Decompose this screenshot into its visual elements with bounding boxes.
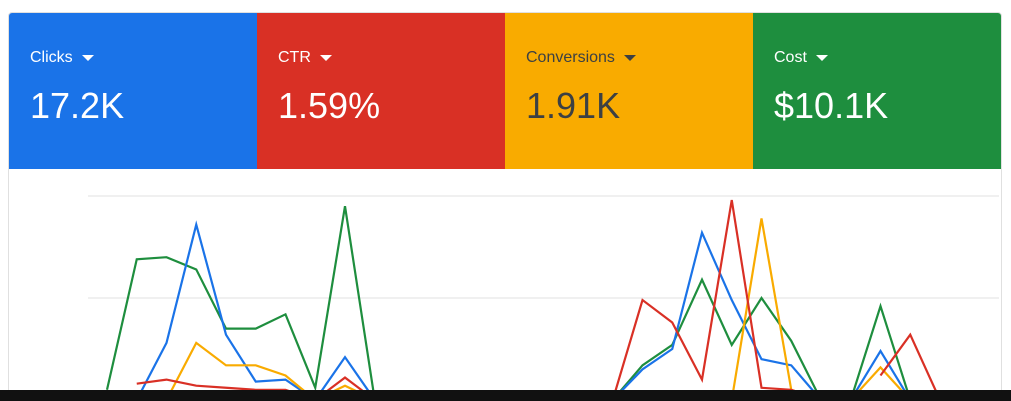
scorecard-panel: Clicks 17.2K CTR 1.59% Conversions 1.91K Cost $… [8,12,1002,394]
metric-selector[interactable]: Conversions [526,49,636,67]
metric-value: $10.1K [774,85,889,126]
metric-label: Conversions [526,49,615,66]
series-line [165,341,376,401]
dropdown-arrow [81,55,94,61]
dropdown-arrow [623,55,636,61]
metric-card: Conversions 1.91K [505,13,753,169]
series-line [105,206,376,401]
metric-label: Cost [774,49,807,66]
series-line [611,199,822,401]
metric-value: 1.59% [278,85,381,126]
metric-value: 1.91K [526,85,621,126]
series-line [879,332,942,401]
metric-card: CTR 1.59% [257,13,505,169]
metric-cards: Clicks 17.2K CTR 1.59% Conversions 1.91K Cost $… [9,13,1001,169]
metric-label: CTR [278,49,311,66]
metric-selector[interactable]: Clicks [30,49,94,67]
dropdown-arrow [319,55,332,61]
series-line [611,229,912,401]
metric-card: Clicks 17.2K [9,13,257,169]
metric-selector[interactable]: Cost [774,49,828,67]
bottom-bar [0,390,1011,401]
metric-card: Cost $10.1K [753,13,1001,169]
metric-label: Clicks [30,49,73,66]
metric-value: 17.2K [30,85,125,126]
metric-selector[interactable]: CTR [278,49,332,67]
series-line [136,376,376,401]
dropdown-arrow [815,55,828,61]
series-line [611,276,912,401]
series-line [107,220,376,401]
